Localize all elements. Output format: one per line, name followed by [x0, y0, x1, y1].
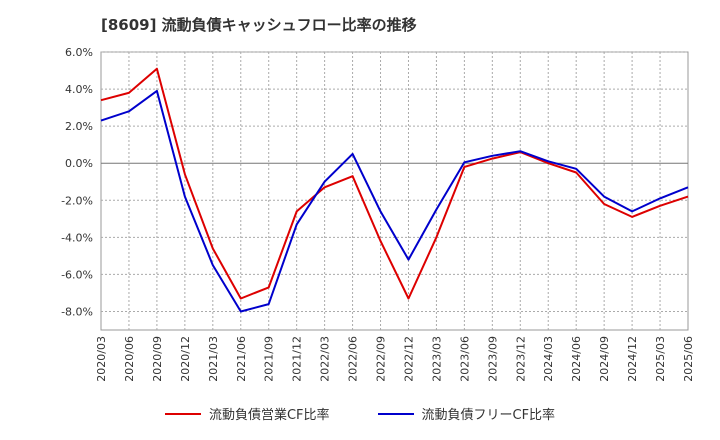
- x-tick-label: 2025/03: [654, 336, 667, 382]
- chart-title: [8609] 流動負債キャッシュフロー比率の推移: [101, 16, 417, 34]
- axes: 6.0% 4.0% 2.0% 0.0% -2.0% -4.0% -6.0% -8.0% 2020…: [61, 46, 695, 382]
- y-tick-label: 2.0%: [65, 120, 93, 133]
- y-tick-label: 4.0%: [65, 83, 93, 96]
- series-line-free-cf: [100, 89, 689, 313]
- series-line-operating-cf: [100, 67, 689, 300]
- x-tick-label: 2025/06: [682, 336, 695, 382]
- x-tick-label: 2023/12: [514, 336, 527, 382]
- x-tick-label: 2021/03: [207, 336, 220, 382]
- legend-swatch-free-cf: [377, 412, 414, 415]
- y-tick-label: -2.0%: [61, 194, 93, 207]
- x-tick-label: 2023/03: [430, 336, 443, 382]
- x-tick-label: 2024/09: [598, 336, 611, 382]
- y-tick-label: -6.0%: [61, 268, 93, 281]
- x-tick-label: 2024/12: [626, 336, 639, 382]
- y-tick-label: 0.0%: [65, 157, 93, 170]
- x-tick-label: 2023/09: [486, 336, 499, 382]
- x-tick-label: 2020/06: [123, 336, 136, 382]
- y-tick-label: -4.0%: [61, 231, 93, 244]
- legend-label-operating-cf: 流動負債営業CF比率: [208, 408, 330, 423]
- y-tick-label: 6.0%: [65, 46, 93, 59]
- grid: [100, 51, 689, 331]
- x-tick-label: 2022/12: [402, 336, 415, 382]
- x-tick-label: 2021/09: [263, 336, 276, 382]
- legend-label-free-cf: 流動負債フリーCF比率: [421, 408, 556, 423]
- legend-item-operating-cf: 流動負債営業CF比率: [164, 404, 330, 423]
- x-tick-label: 2021/06: [235, 336, 248, 382]
- series-layer: [100, 67, 689, 313]
- plot-border: [100, 51, 689, 331]
- legend-swatch-operating-cf: [164, 412, 201, 415]
- legend: 流動負債営業CF比率 流動負債フリーCF比率: [0, 404, 720, 423]
- x-tick-label: 2020/09: [151, 336, 164, 382]
- x-tick-label: 2021/12: [291, 336, 304, 382]
- x-tick-label: 2022/09: [375, 336, 388, 382]
- x-tick-label: 2024/06: [570, 336, 583, 382]
- x-tick-label: 2023/06: [458, 336, 471, 382]
- y-tick-label: -8.0%: [61, 305, 93, 318]
- x-tick-label: 2022/06: [347, 336, 360, 382]
- x-tick-label: 2020/12: [179, 336, 192, 382]
- legend-item-free-cf: 流動負債フリーCF比率: [377, 404, 556, 423]
- x-tick-label: 2024/03: [542, 336, 555, 382]
- x-tick-label: 2022/03: [319, 336, 332, 382]
- x-tick-label: 2020/03: [95, 336, 108, 382]
